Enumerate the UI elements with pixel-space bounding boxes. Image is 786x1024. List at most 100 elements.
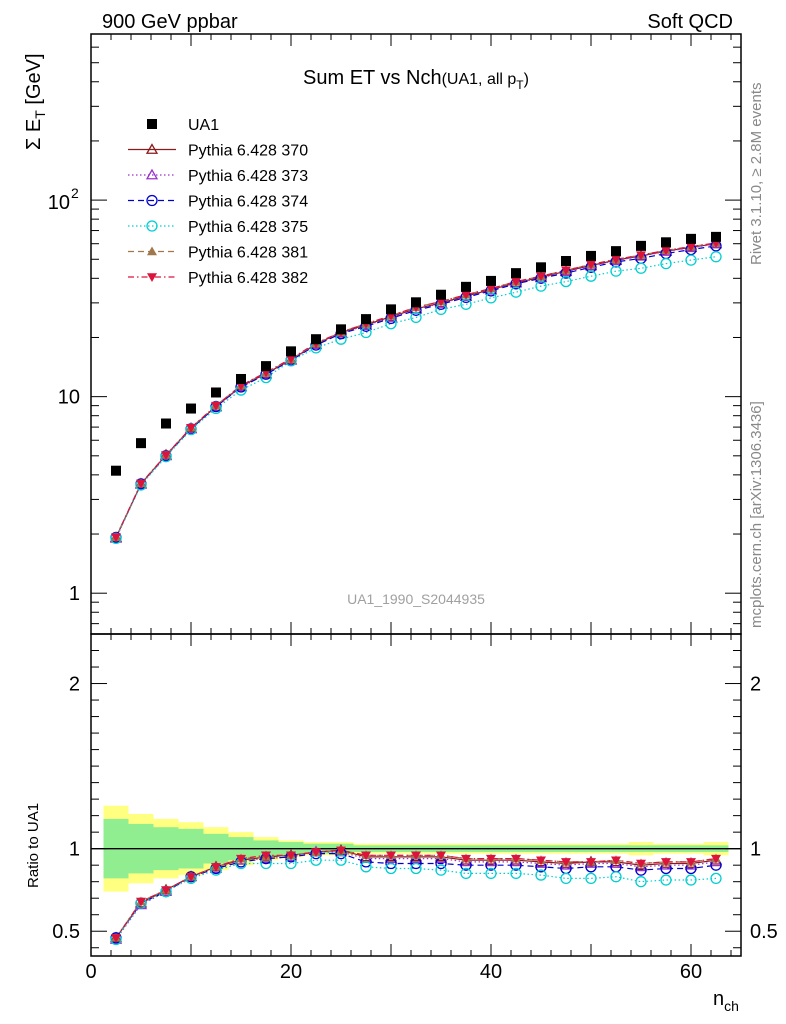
main-ylabel: Σ ET [GeV] (23, 53, 48, 150)
series-line (115, 256, 717, 539)
legend-label: Pythia 6.428 373 (188, 168, 308, 185)
data-point-ua1 (311, 334, 321, 345)
data-point-ua1 (686, 233, 696, 244)
data-point-ua1 (461, 281, 471, 292)
legend-marker (147, 246, 157, 256)
legend-label: Pythia 6.428 374 (188, 194, 308, 211)
ratio-y-tick-label-right: 2 (750, 674, 761, 696)
ratio-point (510, 867, 522, 880)
data-point (510, 286, 522, 298)
data-point (686, 242, 696, 252)
data-point-ua1 (261, 361, 271, 372)
data-point (610, 265, 622, 277)
data-point-ua1 (286, 346, 296, 357)
data-point-ua1 (111, 465, 121, 476)
ratio-point (636, 859, 646, 869)
series-line (115, 243, 717, 538)
data-point (410, 311, 422, 324)
data-point-ua1 (636, 240, 646, 251)
main-ylabel-main: Σ E (23, 119, 45, 150)
data-point-ua1 (486, 275, 496, 286)
ratio-point (311, 848, 321, 857)
xlabel-sub: ch (724, 998, 739, 1014)
ratio-point (186, 872, 196, 882)
mcplots-label: mcplots.cern.ch [arXiv:1306.3436] (748, 401, 765, 628)
xlabel-main: n (713, 988, 724, 1010)
data-point (586, 260, 596, 270)
data-point (286, 354, 296, 364)
xlabel: nch (713, 988, 739, 1014)
data-point-ua1 (236, 373, 246, 384)
data-point-ua1 (386, 304, 396, 315)
data-point-ua1 (211, 387, 221, 398)
ratio-point (686, 858, 696, 867)
data-point (486, 284, 496, 294)
series-line (115, 242, 717, 538)
data-point (111, 533, 121, 543)
ratio-point (461, 854, 471, 864)
ratio-point (111, 934, 121, 943)
ratio-point (711, 854, 721, 864)
data-point (611, 255, 621, 265)
data-point (585, 270, 597, 282)
data-point (536, 272, 546, 282)
ratio-point (710, 872, 722, 885)
data-point-ua1 (336, 324, 346, 335)
data-point-ua1 (536, 262, 546, 273)
analysis-watermark: UA1_1990_S2044935 (347, 591, 485, 607)
legend: UA1 Pythia 6.428 370 Pythia 6.428 373 Pythi… (128, 117, 308, 287)
data-point-ua1 (711, 231, 721, 242)
data-point (560, 275, 572, 288)
data-point (186, 423, 196, 433)
title-main: Sum ET vs Nch (303, 67, 442, 89)
header-right: Soft QCD (647, 11, 733, 33)
legend-marker (146, 194, 158, 207)
ratio-y-tick-label-right: 1 (750, 839, 761, 861)
ratio-point (685, 874, 697, 886)
x-tick-label: 0 (85, 961, 96, 983)
title-sub-post: ) (524, 71, 529, 88)
ratio-point (136, 897, 146, 907)
plot-title: Sum ET vs Nch(UA1, all pT) (303, 67, 529, 92)
title-sub-sub: T (516, 78, 524, 92)
ratio-point (336, 846, 346, 856)
ratio-point (536, 856, 546, 866)
main-ylabel-unit: [GeV] (23, 53, 45, 110)
ratio-point (585, 872, 597, 885)
data-point (461, 290, 471, 300)
ratio-point (511, 854, 521, 864)
data-point (660, 257, 672, 270)
data-point (161, 451, 171, 460)
ratio-point (535, 869, 547, 881)
y-tick-label: 10 (58, 387, 80, 409)
ratio-point (660, 874, 672, 886)
legend-marker (147, 273, 157, 282)
data-point-ua1 (436, 289, 446, 300)
ratio-point (385, 862, 397, 875)
ratio-y-tick-label: 2 (69, 674, 80, 696)
ratio-point (211, 863, 221, 872)
data-point (636, 251, 646, 261)
data-point-ua1 (411, 297, 421, 308)
y-tick-label: 1 (69, 583, 80, 605)
data-point-ua1 (511, 268, 521, 279)
data-point (661, 246, 671, 256)
legend-label: Pythia 6.428 375 (188, 219, 308, 236)
ratio-point (586, 858, 596, 867)
ratio-point (485, 867, 497, 880)
ratio-point (436, 851, 446, 861)
x-tick-label: 40 (480, 961, 502, 983)
ratio-point (360, 861, 372, 873)
ratio-point (561, 858, 571, 867)
ratio-point (560, 872, 572, 885)
x-tick-label: 60 (680, 961, 702, 983)
data-point (211, 401, 221, 411)
ratio-point (610, 871, 622, 883)
ratio-panel: 0 20 40 60 0.5 0.5 1 1 2 2 (52, 633, 778, 983)
legend-label: UA1 (188, 117, 219, 134)
x-tick-label: 20 (280, 961, 302, 983)
ratio-y-tick-label: 0.5 (52, 921, 80, 943)
data-point (561, 266, 571, 276)
